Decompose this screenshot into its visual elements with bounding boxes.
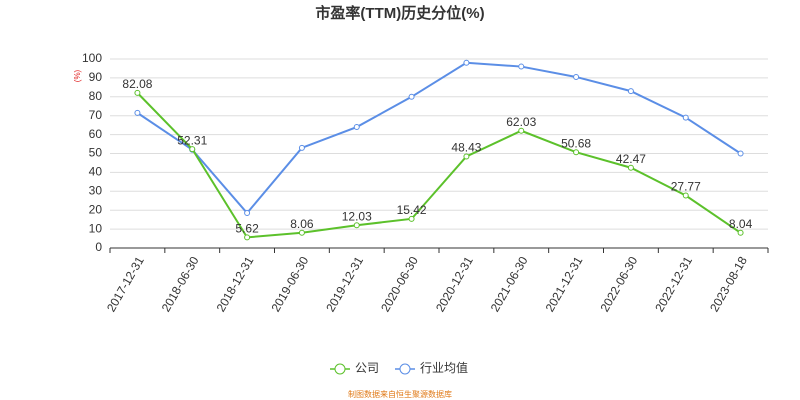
data-point <box>353 222 360 229</box>
x-tick-label: 2022-12-31 <box>652 254 695 314</box>
x-tick-label: 2019-12-31 <box>323 254 366 314</box>
y-tick-label: 60 <box>89 127 103 141</box>
data-point <box>737 229 744 236</box>
y-tick-label: 0 <box>95 240 102 254</box>
data-point <box>682 114 689 121</box>
data-label: 8.04 <box>729 217 753 231</box>
data-point <box>244 210 251 217</box>
data-point <box>298 144 305 151</box>
data-label: 42.47 <box>616 152 646 166</box>
data-label: 5.62 <box>235 222 259 236</box>
data-point <box>518 63 525 70</box>
data-point <box>189 146 196 153</box>
legend-marker <box>399 363 411 375</box>
data-point <box>408 215 415 222</box>
data-label: 15.42 <box>397 203 427 217</box>
x-tick-label: 2017-12-31 <box>104 254 147 314</box>
x-tick-label: 2020-06-30 <box>378 254 421 314</box>
y-tick-label: 50 <box>89 146 103 160</box>
data-point <box>627 164 634 171</box>
data-point <box>244 234 251 241</box>
data-point <box>353 124 360 131</box>
y-tick-label: 70 <box>89 108 103 122</box>
x-tick-label: 2020-12-31 <box>433 254 476 314</box>
y-tick-label: 90 <box>89 70 103 84</box>
source-note: 制图数据来自恒生聚源数据库 <box>348 389 452 399</box>
data-point <box>573 149 580 156</box>
data-label: 50.68 <box>561 136 591 150</box>
x-tick-label: 2019-06-30 <box>268 254 311 314</box>
x-tick-label: 2022-06-30 <box>597 254 640 314</box>
data-label: 62.03 <box>506 115 536 129</box>
y-axis-label: (%) <box>73 69 82 82</box>
data-label: 8.06 <box>290 217 314 231</box>
y-tick-label: 80 <box>89 89 103 103</box>
data-label: 52.31 <box>177 133 207 147</box>
legend-marker <box>334 363 346 375</box>
data-point <box>134 89 141 96</box>
data-point <box>573 73 580 80</box>
data-label: 12.03 <box>342 209 372 223</box>
chart-title: 市盈率(TTM)历史分位(%) <box>315 4 484 22</box>
data-point <box>627 88 634 95</box>
data-point <box>298 229 305 236</box>
data-label: 27.77 <box>671 180 701 194</box>
y-tick-label: 30 <box>89 183 103 197</box>
series-line <box>136 61 742 215</box>
x-tick-label: 2023-08-18 <box>707 254 750 314</box>
x-tick-label: 2018-06-30 <box>159 254 202 314</box>
data-point <box>463 59 470 66</box>
legend-label: 行业均值 <box>420 360 468 375</box>
y-tick-label: 100 <box>82 51 102 65</box>
data-point <box>737 150 744 157</box>
y-tick-label: 40 <box>89 165 103 179</box>
y-tick-label: 10 <box>89 221 103 235</box>
data-point <box>134 109 141 116</box>
data-point <box>682 192 689 199</box>
data-point <box>408 93 415 100</box>
series-line <box>136 92 742 239</box>
x-tick-label: 2021-06-30 <box>488 254 531 314</box>
data-point <box>518 127 525 134</box>
data-point <box>463 153 470 160</box>
data-label: 82.08 <box>122 77 152 91</box>
data-label: 48.43 <box>451 141 481 155</box>
x-tick-label: 2021-12-31 <box>543 254 586 314</box>
x-tick-label: 2018-12-31 <box>214 254 257 314</box>
y-tick-label: 20 <box>89 202 103 216</box>
legend-label: 公司 <box>355 361 379 375</box>
